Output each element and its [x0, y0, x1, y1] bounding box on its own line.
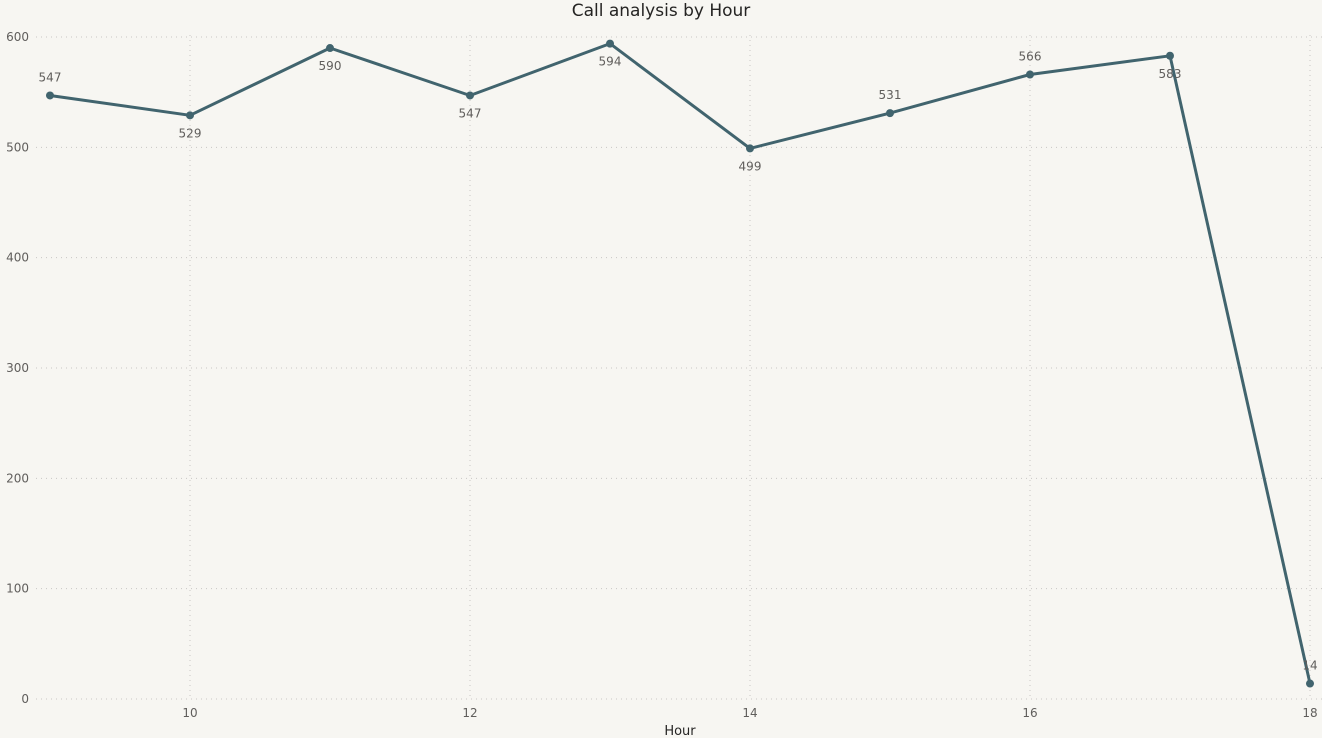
data-label: 531 — [879, 88, 902, 102]
data-labels: 547 529 590 547 594 499 531 566 583 14 — [39, 50, 1318, 673]
y-tick-label: 200 — [6, 471, 29, 485]
grid — [36, 35, 1322, 700]
data-point — [186, 111, 194, 120]
x-tick-label: 12 — [462, 706, 477, 720]
data-point — [606, 39, 614, 48]
y-tick-label: 600 — [6, 30, 29, 44]
y-tick-label: 100 — [6, 582, 29, 596]
data-point — [466, 91, 474, 100]
x-tick-label: 16 — [1022, 706, 1037, 720]
data-point — [1166, 51, 1174, 60]
x-axis-title: Hour — [664, 724, 696, 738]
data-point — [1306, 679, 1314, 688]
data-label: 590 — [319, 59, 342, 73]
data-label: 529 — [179, 126, 202, 140]
data-label: 547 — [39, 70, 62, 84]
data-point — [326, 44, 334, 53]
series-line — [49, 42, 1312, 684]
data-label: 499 — [739, 159, 762, 173]
data-label: 594 — [599, 55, 622, 69]
data-label: 547 — [459, 106, 482, 120]
y-tick-label: 300 — [6, 361, 29, 375]
data-label: 583 — [1159, 67, 1182, 81]
data-label: 566 — [1019, 50, 1042, 64]
y-tick-label: 0 — [21, 692, 29, 706]
data-points — [46, 39, 1314, 688]
series — [49, 42, 1312, 684]
y-tick-label: 500 — [6, 140, 29, 154]
data-point — [46, 91, 54, 100]
x-axis: 10 12 14 16 18 — [182, 706, 1317, 720]
x-tick-label: 14 — [742, 706, 757, 720]
data-label: 14 — [1302, 659, 1317, 673]
x-tick-label: 18 — [1302, 706, 1317, 720]
y-axis: 0 100 200 300 400 500 600 — [6, 30, 29, 706]
data-point — [746, 144, 754, 153]
chart-title: Call analysis by Hour — [571, 1, 751, 21]
x-tick-label: 10 — [182, 706, 197, 720]
y-tick-label: 400 — [6, 251, 29, 265]
data-point — [886, 109, 894, 118]
data-point — [1026, 70, 1034, 79]
